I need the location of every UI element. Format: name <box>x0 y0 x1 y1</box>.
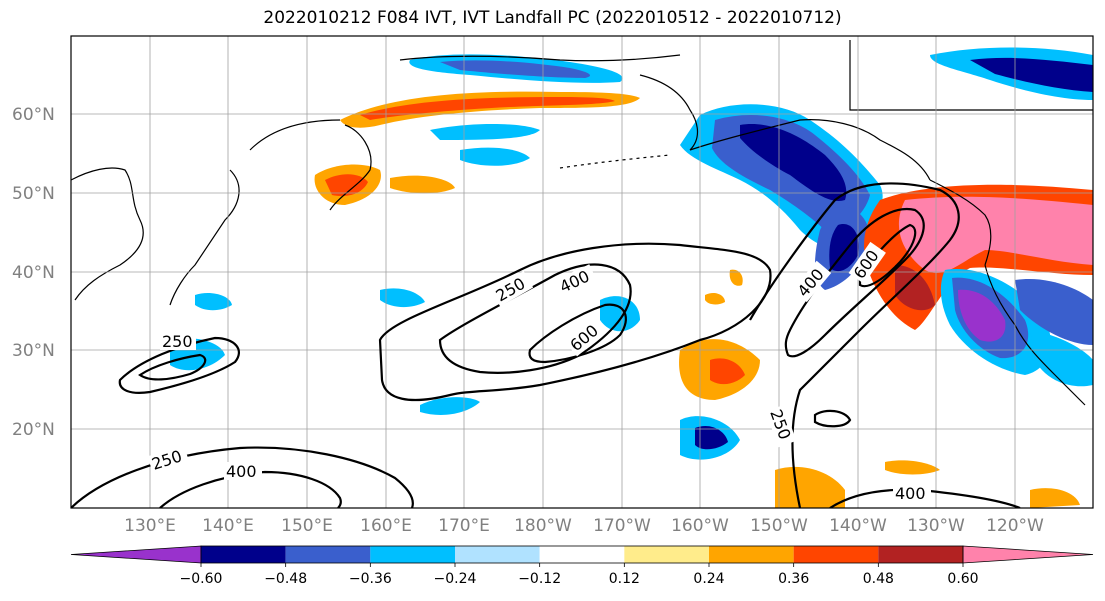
colorbar-bin <box>455 546 540 563</box>
colorbar-tick-label: 0.48 <box>863 571 894 587</box>
neg-shade-cal-core <box>958 289 1006 342</box>
coast-alaska-w <box>639 74 699 151</box>
colorbar-tick-label: 0.12 <box>609 571 640 587</box>
colorbar-outline <box>200 545 964 564</box>
contour-400-west <box>138 353 207 381</box>
colorbar-tick-label: −0.36 <box>349 571 392 587</box>
colorbar-bin <box>539 546 625 563</box>
lat-labels: 60°N 50°N 40°N 30°N 20°N <box>12 105 55 440</box>
lon-label-140w: 140°W <box>829 516 887 536</box>
pos-shade-pnw-core <box>898 196 1093 273</box>
neg-shade-blob2 <box>460 147 530 166</box>
lon-label-150w: 150°W <box>750 516 808 536</box>
neg-shade-alaska-core <box>740 124 847 201</box>
lon-label-140e: 140°E <box>202 516 254 536</box>
lat-label-40n: 40°N <box>12 263 55 283</box>
coast-okhotsk <box>249 119 341 151</box>
neg-shade-blob1 <box>430 124 540 140</box>
map-plot-area: 250 250 400 600 400 600 250 250 400 400 <box>71 36 1093 508</box>
contour-400-sw <box>159 470 342 508</box>
contour-600-east <box>858 223 917 288</box>
pos-shade-pnw-dark <box>895 265 935 311</box>
lon-label-120w: 120°W <box>986 516 1044 536</box>
neg-shade-blob5 <box>420 397 480 415</box>
colorbar-tick-label: −0.60 <box>180 571 223 587</box>
colorbar-tick-label: 0.60 <box>947 571 978 587</box>
lat-label-30n: 30°N <box>12 341 55 361</box>
neg-shade-mexico <box>1015 279 1093 345</box>
colorbar-ext-high <box>962 545 1094 564</box>
contour-250-east <box>749 182 960 508</box>
colorbar-bin <box>709 546 794 563</box>
colorbar-tick-label: 0.36 <box>778 571 809 587</box>
lon-label-170w: 170°W <box>593 516 651 536</box>
coast-bc <box>929 179 992 266</box>
lon-labels: 130°E 140°E 150°E 160°E 170°E 180°W 170°… <box>124 516 1044 536</box>
contour-400-east <box>784 207 925 358</box>
map-frame <box>70 35 1094 509</box>
contour-small-1 <box>813 409 852 428</box>
neg-shade-blob8 <box>195 293 232 311</box>
contour-label-250-west: 250 <box>162 332 193 351</box>
neg-shade-blob6-core <box>695 425 728 450</box>
contour-250-west <box>118 336 240 394</box>
lat-label-60n: 60°N <box>12 105 55 125</box>
lat-label-20n: 20°N <box>12 420 55 440</box>
colorbar-bin <box>285 546 371 563</box>
coastlines <box>71 40 1093 406</box>
pos-shade-blob5 <box>705 292 725 305</box>
colorbar-ext-low <box>70 545 202 564</box>
contour-250-sw <box>71 446 414 508</box>
contour-600-mid <box>528 303 627 364</box>
contour-label-400-s: 400 <box>895 484 926 503</box>
colorbar-bin <box>370 546 455 563</box>
lon-label-180w: 180°W <box>514 516 572 536</box>
coast-asia <box>71 167 144 301</box>
contour-label-400-sw: 400 <box>226 462 257 481</box>
lon-label-160e: 160°E <box>360 516 412 536</box>
coast-siberia <box>399 54 681 62</box>
colorbar-tick-label: 0.24 <box>693 571 724 587</box>
lon-label-170e: 170°E <box>438 516 490 536</box>
colorbar-bin <box>201 546 286 563</box>
lon-label-130e: 130°E <box>124 516 176 536</box>
neg-shade-arctic-core <box>440 60 590 78</box>
neg-shade-gulf-core <box>829 224 859 272</box>
coast-kamchatka <box>329 124 372 211</box>
coast-aleutian <box>559 154 671 169</box>
neg-shade-blob3 <box>380 288 425 308</box>
pos-shade-blob6 <box>729 269 743 286</box>
neg-shade-mexico2 <box>1030 330 1093 387</box>
lon-label-130w: 130°W <box>907 516 965 536</box>
pos-shade-blob2 <box>775 466 845 508</box>
pos-shade-blob1-core <box>710 358 745 385</box>
colorbar: −0.60 −0.48 −0.36 −0.24 −0.12 0.12 0.24 0.36 0.4… <box>70 545 1094 587</box>
lat-label-50n: 50°N <box>12 184 55 204</box>
pos-shade-kamchatka-core <box>325 174 368 197</box>
pos-shade-blob7 <box>885 460 940 475</box>
neg-shade-canada-core <box>970 57 1093 92</box>
coast-canada-n <box>849 40 1093 111</box>
pos-shade-blob4 <box>1030 488 1080 508</box>
coast-japan <box>169 169 240 306</box>
lon-label-150e: 150°E <box>281 516 333 536</box>
coast-alaska-s <box>689 119 931 181</box>
colorbar-bin <box>793 546 879 563</box>
pos-shade-okhotsk-core <box>360 97 615 120</box>
colorbar-bin <box>624 546 709 563</box>
colorbar-tick-label: −0.48 <box>264 571 307 587</box>
lon-label-160w: 160°W <box>671 516 729 536</box>
colorbar-tick-label: −0.24 <box>434 571 477 587</box>
shading-layer <box>170 47 1093 508</box>
colorbar-tick-label: −0.12 <box>518 571 561 587</box>
coast-us-west <box>984 264 1086 406</box>
pos-shade-blob3 <box>390 175 455 194</box>
map-title: 2022010212 F084 IVT, IVT Landfall PC (20… <box>263 8 842 28</box>
colorbar-bin <box>878 546 963 563</box>
